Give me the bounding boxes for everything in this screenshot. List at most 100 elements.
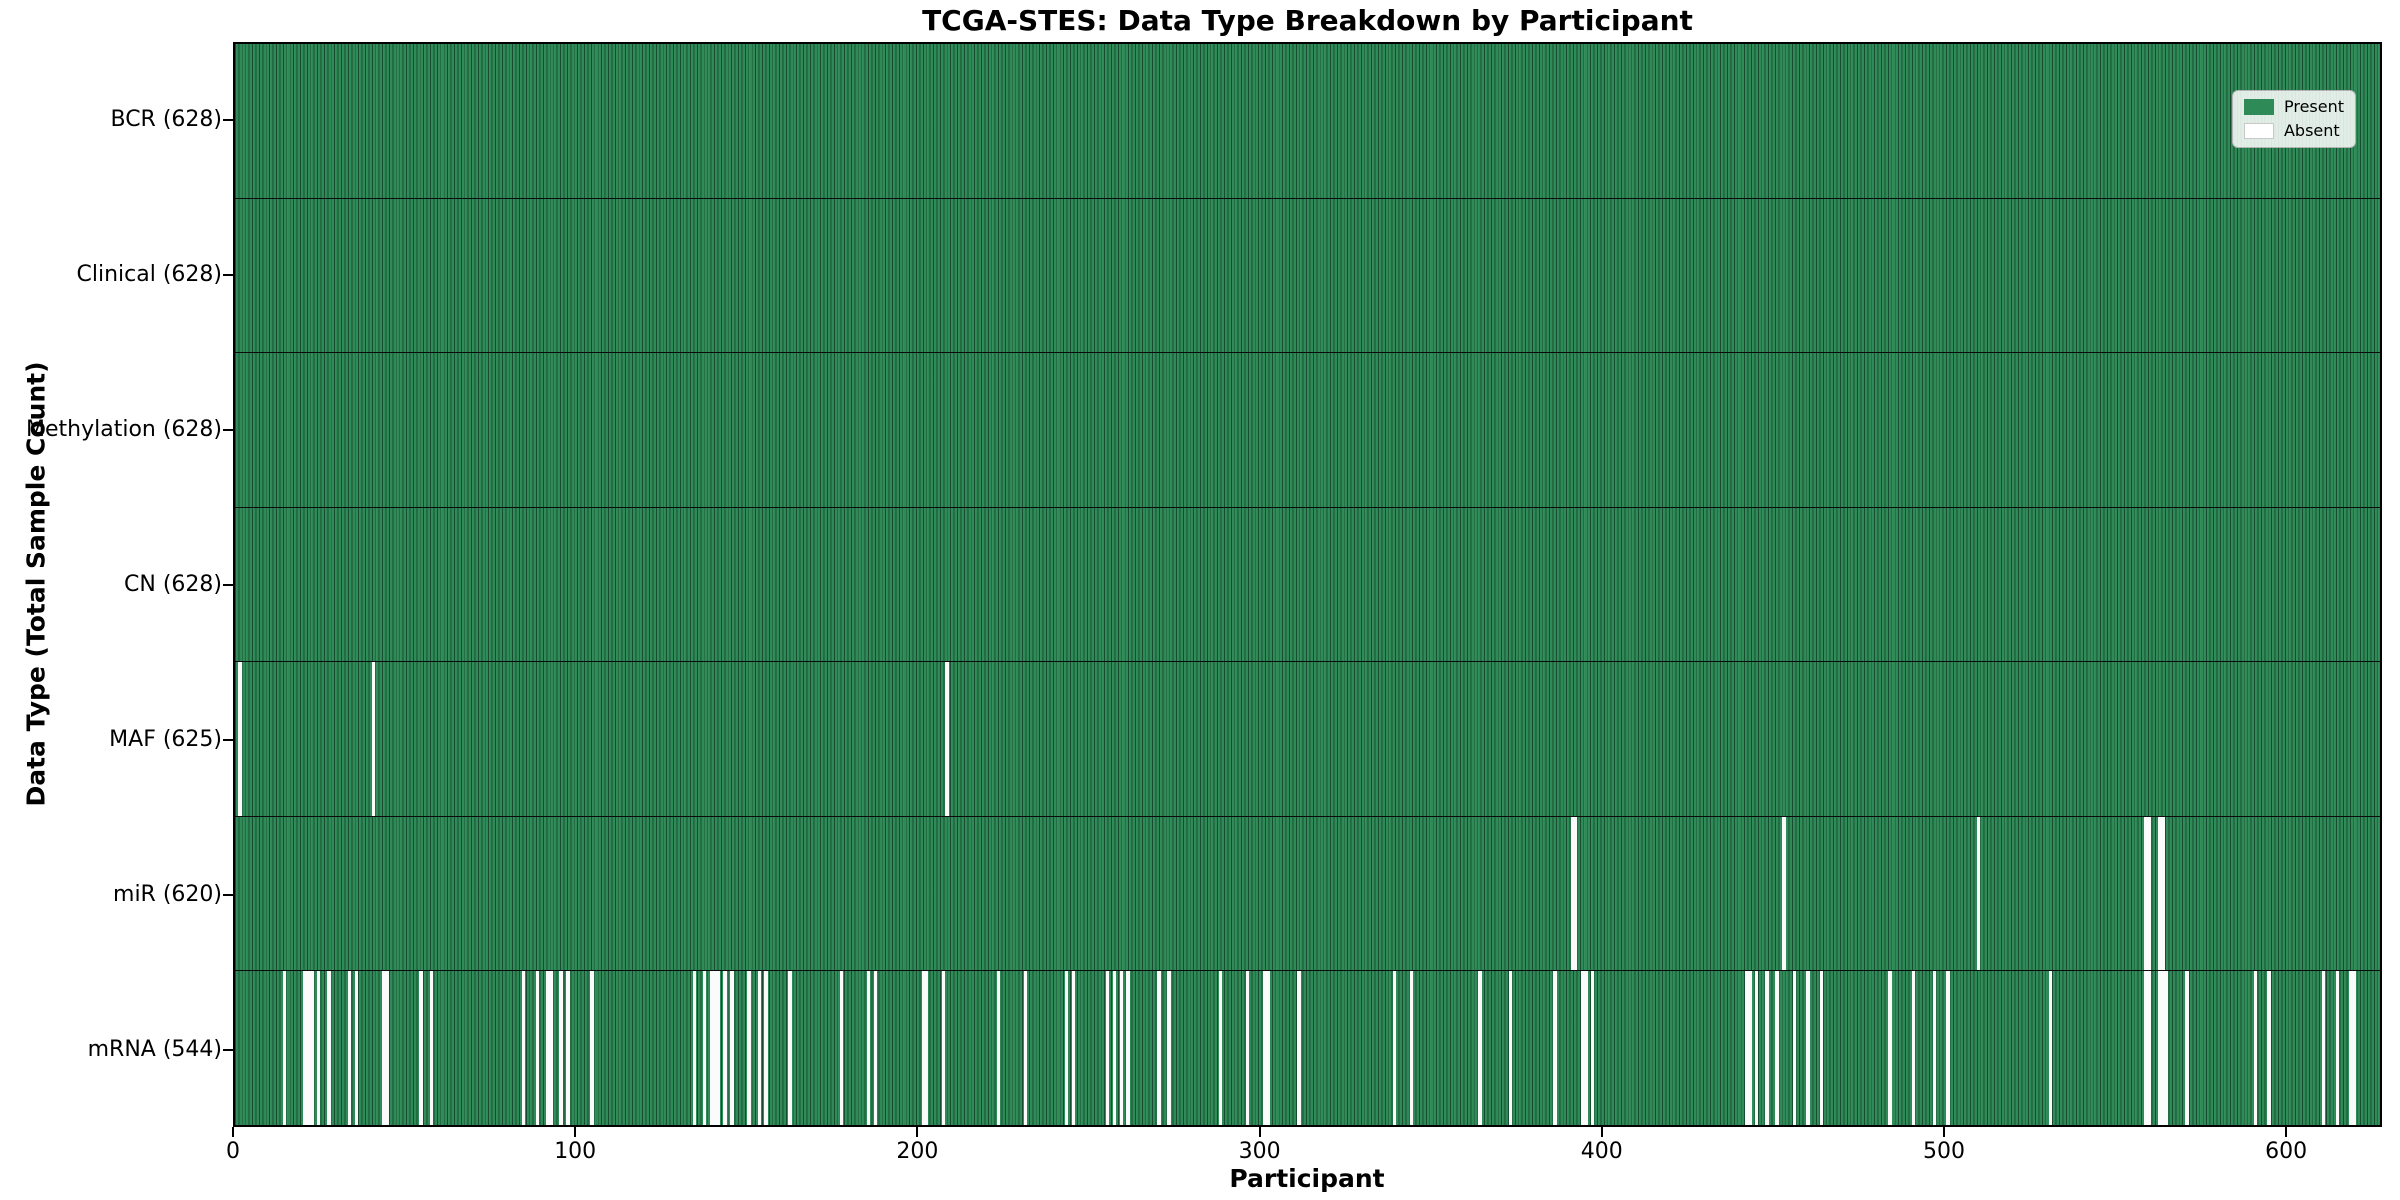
absent-stripe: [2144, 971, 2152, 1126]
absent-stripe: [2157, 971, 2169, 1126]
heatmap-row-Methylation: [235, 353, 2380, 508]
absent-stripe: [566, 971, 570, 1126]
absent-stripe: [381, 971, 389, 1126]
absent-stripe: [1064, 971, 1069, 1126]
chart-title: TCGA-STES: Data Type Breakdown by Partic…: [922, 4, 1693, 37]
absent-stripe: [1765, 971, 1769, 1126]
absent-stripe: [1580, 971, 1588, 1126]
absent-stripe: [1509, 971, 1513, 1126]
legend-present-label: Present: [2283, 97, 2344, 116]
absent-stripe: [866, 971, 871, 1126]
absent-stripe: [2253, 971, 2258, 1126]
x-tick-mark: [1600, 1127, 1603, 1137]
y-tick-label-Methylation: Methylation (628): [26, 416, 222, 442]
heatmap-row-CN: [235, 507, 2380, 663]
legend-present-swatch: [2243, 99, 2274, 115]
absent-stripe: [1024, 971, 1028, 1126]
heatmap-row-mRNA: [235, 971, 2380, 1126]
absent-stripe: [354, 971, 358, 1126]
absent-stripe: [303, 971, 314, 1126]
absent-stripe: [1105, 971, 1110, 1126]
absent-stripe: [747, 971, 751, 1126]
y-tick-label-MAF: MAF (625): [109, 726, 222, 752]
absent-stripe: [2321, 971, 2326, 1126]
legend: Present Absent: [2231, 90, 2356, 148]
absent-stripe: [839, 971, 843, 1126]
absent-stripe: [1157, 971, 1161, 1126]
absent-stripe: [945, 662, 949, 816]
absent-stripe: [1946, 971, 1950, 1126]
x-tick-label-300: 300: [1238, 1139, 1281, 1164]
absent-stripe: [1888, 971, 1892, 1126]
absent-stripe: [2349, 971, 2357, 1126]
absent-stripe: [996, 971, 1001, 1126]
absent-stripe: [723, 971, 727, 1126]
y-tick-mark: [223, 738, 233, 741]
heatmap-rows: [235, 44, 2380, 1126]
absent-stripe: [2144, 816, 2152, 971]
heatmap-row-miR: [235, 816, 2380, 972]
y-tick-label-BCR: BCR (628): [110, 106, 222, 132]
heatmap-row-BCR: [235, 44, 2380, 199]
absent-stripe: [757, 971, 761, 1126]
absent-stripe: [1119, 971, 1124, 1126]
absent-stripe: [419, 971, 423, 1126]
absent-stripe: [429, 971, 434, 1126]
absent-stripe: [2048, 971, 2053, 1126]
absent-stripe: [921, 971, 929, 1126]
x-tick-mark: [574, 1127, 577, 1137]
absent-stripe: [1071, 971, 1076, 1126]
absent-stripe: [1912, 971, 1916, 1126]
absent-stripe: [327, 971, 331, 1126]
absent-stripe: [1976, 816, 1981, 971]
y-tick-label-Clinical: Clinical (628): [76, 261, 222, 287]
absent-stripe: [2157, 816, 2165, 971]
absent-stripe: [1409, 971, 1414, 1126]
absent-stripe: [2267, 971, 2271, 1126]
absent-stripe: [1775, 971, 1779, 1126]
y-tick-label-miR: miR (620): [113, 881, 222, 907]
absent-stripe: [545, 971, 553, 1126]
x-tick-label-0: 0: [226, 1139, 240, 1164]
absent-stripe: [1167, 971, 1171, 1126]
absent-stripe: [1806, 971, 1810, 1126]
y-tick-mark: [223, 1048, 233, 1051]
absent-stripe: [521, 971, 526, 1126]
absent-stripe: [559, 971, 563, 1126]
legend-absent-label: Absent: [2283, 121, 2340, 140]
absent-stripe: [1744, 971, 1752, 1126]
absent-stripe: [1590, 971, 1595, 1126]
absent-stripe: [1932, 971, 1936, 1126]
absent-stripe: [788, 971, 792, 1126]
x-tick-mark: [916, 1127, 919, 1137]
x-tick-label-200: 200: [896, 1139, 939, 1164]
absent-stripe: [692, 971, 697, 1126]
plot-area: Present Absent: [233, 42, 2382, 1127]
y-tick-mark: [223, 893, 233, 896]
absent-stripe: [2335, 971, 2339, 1126]
y-tick-mark: [223, 583, 233, 586]
absent-stripe: [1782, 816, 1786, 971]
absent-stripe: [282, 971, 287, 1126]
absent-stripe: [1792, 971, 1796, 1126]
absent-stripe: [1297, 971, 1301, 1126]
absent-stripe: [2185, 971, 2189, 1126]
absent-stripe: [764, 971, 768, 1126]
heatmap-row-Clinical: [235, 198, 2380, 354]
x-tick-label-400: 400: [1580, 1139, 1623, 1164]
absent-stripe: [1819, 971, 1824, 1126]
absent-stripe: [1126, 971, 1130, 1126]
absent-stripe: [1246, 971, 1250, 1126]
x-axis-label: Participant: [1229, 1164, 1385, 1193]
y-tick-label-CN: CN (628): [124, 571, 222, 597]
x-tick-mark: [232, 1127, 234, 1137]
absent-stripe: [371, 662, 376, 816]
absent-stripe: [316, 971, 321, 1126]
absent-stripe: [1754, 971, 1759, 1126]
absent-stripe: [1263, 971, 1270, 1126]
absent-stripe: [1392, 971, 1397, 1126]
y-tick-mark: [223, 273, 233, 276]
x-tick-label-500: 500: [1922, 1139, 1965, 1164]
absent-stripe: [1570, 816, 1578, 971]
